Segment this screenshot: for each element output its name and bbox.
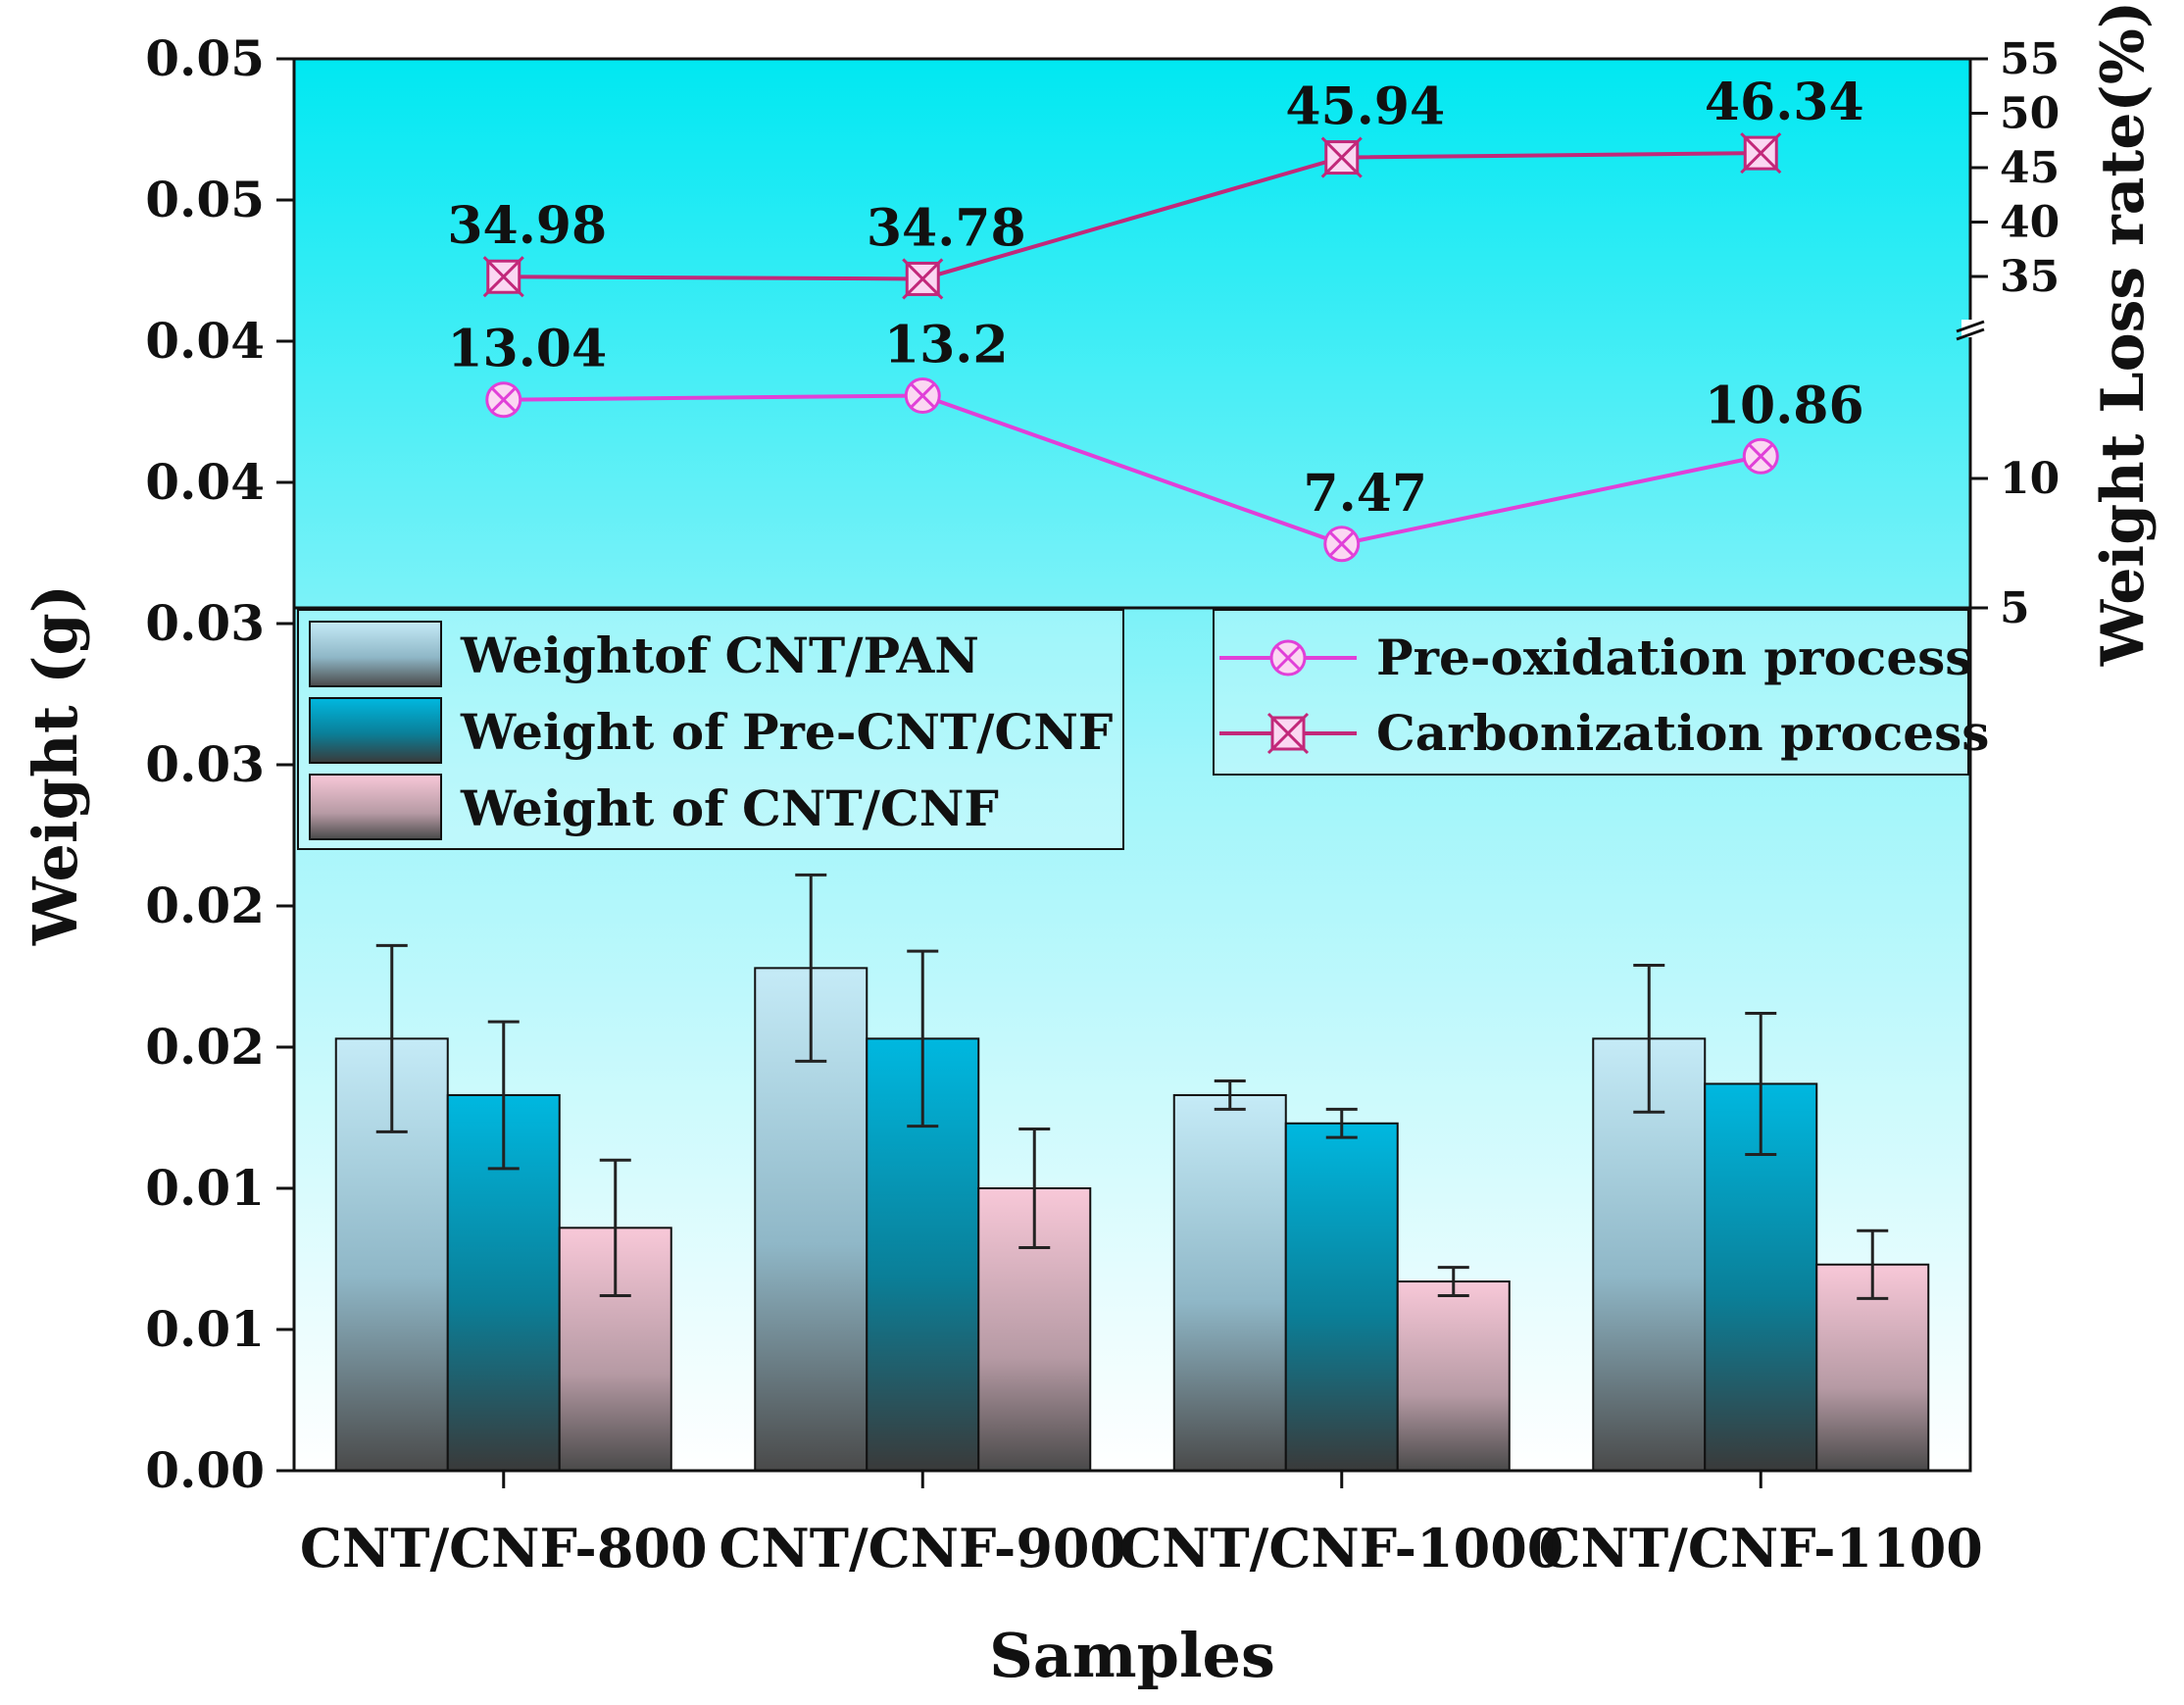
x-tick-label: CNT/CNF-1000 [1119, 1517, 1564, 1580]
point-marker-cross [902, 258, 944, 300]
y-tick-label: 0.04 [145, 453, 265, 511]
line-point [902, 258, 944, 300]
point-data-label: 45.94 [1285, 77, 1445, 137]
legend-swatch-pre-cnt-cnf [309, 697, 442, 764]
point-data-label: 34.98 [447, 196, 607, 256]
y-tick-label: 0.01 [145, 1159, 265, 1217]
y-tick-label: 0.00 [145, 1441, 265, 1499]
line-point [904, 377, 941, 415]
legend-label-pre-oxidation: Pre-oxidation process [1376, 628, 1972, 686]
x-tick-label: CNT/CNF-1100 [1539, 1517, 1983, 1580]
bar [1284, 1122, 1399, 1472]
point-marker-cross [1740, 132, 1782, 175]
point-marker-cross [1748, 443, 1774, 470]
legend-label-cnt-pan: Weightof CNT/PAN [460, 627, 979, 684]
right-axis-break [1956, 320, 1985, 341]
y2-tick-label: 50 [2000, 89, 2060, 139]
point-marker-cross [490, 386, 517, 413]
legend-label-carbonization: Carbonization process [1376, 704, 1989, 762]
x-tick-label: CNT/CNF-800 [300, 1517, 708, 1580]
y-tick-label: 0.05 [145, 171, 265, 228]
x-axis-title: Samples [989, 1620, 1275, 1691]
y2-axis-title: Weight Loss rate(%) [2089, 1, 2158, 667]
bar [1172, 1093, 1287, 1472]
line-point [485, 381, 522, 419]
legend-swatch-cnt-cnf [309, 774, 442, 840]
x-tick-label: CNT/CNF-900 [719, 1517, 1126, 1580]
plot-frame [292, 57, 1972, 1473]
legend-marker-carbonization [1266, 712, 1310, 755]
y-axis-title: Weight (g) [20, 584, 91, 946]
bar [1396, 1280, 1511, 1473]
point-data-label: 10.86 [1705, 376, 1864, 435]
legend-label-cnt-cnf: Weight of CNT/CNF [460, 779, 999, 837]
line-point [482, 256, 524, 298]
y2-tick-label: 45 [2000, 143, 2060, 193]
point-data-label: 34.78 [867, 198, 1026, 258]
line-legend: Pre-oxidation process Carbonization proc… [1213, 609, 1989, 776]
point-data-label: 46.34 [1705, 73, 1864, 132]
point-marker-cross [910, 382, 936, 409]
y-tick-label: 0.01 [145, 1300, 265, 1358]
legend-marker-pre-oxidation [1269, 639, 1307, 677]
y2-tick-label: 55 [2000, 34, 2060, 84]
legend-label-pre-cnt-cnf: Weight of Pre-CNT/CNF [460, 703, 1113, 761]
bar [1815, 1263, 1930, 1473]
point-marker-cross [482, 256, 524, 298]
y2-tick-label: 5 [2000, 583, 2030, 633]
line-point [1740, 132, 1782, 175]
point-data-label: 13.04 [447, 320, 607, 379]
line-point [1742, 437, 1779, 475]
bar-legend: Weightof CNT/PAN Weight of Pre-CNT/CNF W… [297, 609, 1124, 850]
point-data-label: 13.2 [884, 316, 1009, 376]
line-point [1323, 526, 1361, 563]
y-tick-label: 0.04 [145, 312, 265, 370]
point-marker-cross [1328, 530, 1355, 557]
legend-swatch-cnt-pan [309, 621, 442, 687]
y-tick-label: 0.02 [145, 877, 265, 934]
y-tick-label: 0.02 [145, 1018, 265, 1076]
y-tick-label: 0.03 [145, 735, 265, 793]
y2-tick-label: 40 [2000, 198, 2060, 248]
point-data-label: 7.47 [1303, 464, 1427, 524]
y-tick-label: 0.05 [145, 29, 265, 87]
y-tick-label: 0.03 [145, 594, 265, 652]
y2-tick-label: 10 [2000, 454, 2060, 504]
series-line [503, 393, 1762, 546]
line-point [1320, 136, 1363, 178]
y2-tick-label: 35 [2000, 252, 2060, 302]
point-marker-cross [1320, 136, 1363, 178]
series-line [503, 151, 1762, 281]
line-legend-frame [1213, 609, 1969, 776]
